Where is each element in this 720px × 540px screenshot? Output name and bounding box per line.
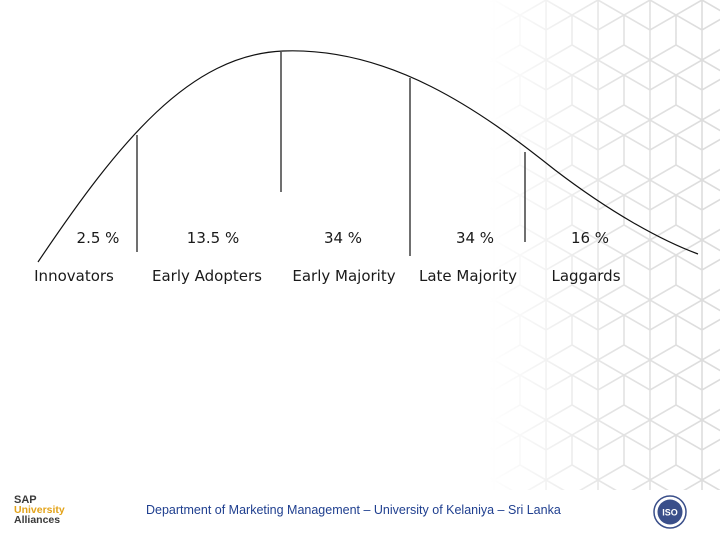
sap-logo-line1: SAP bbox=[14, 494, 37, 506]
label-late-majority: Late Majority bbox=[419, 267, 517, 285]
percent-early-adopters: 13.5 % bbox=[186, 229, 240, 247]
footer-department-text: Department of Marketing Management – Uni… bbox=[146, 503, 561, 517]
percent-innovators: 2.5 % bbox=[76, 229, 120, 247]
svg-text:ISO: ISO bbox=[662, 508, 678, 518]
iso-certification-seal-icon: ISO bbox=[653, 495, 687, 529]
sap-university-alliances-logo: SAP University Alliances bbox=[14, 495, 84, 527]
bell-curve bbox=[37, 50, 699, 263]
percent-early-majority: 34 % bbox=[323, 229, 363, 247]
percent-laggards: 16 % bbox=[570, 229, 610, 247]
sap-logo-line3: Alliances bbox=[14, 514, 61, 526]
sap-logo-line2: University bbox=[14, 504, 65, 516]
label-early-majority: Early Majority bbox=[292, 267, 396, 285]
label-laggards: Laggards bbox=[551, 267, 621, 285]
label-early-adopters: Early Adopters bbox=[152, 267, 262, 285]
label-innovators: Innovators bbox=[34, 267, 114, 285]
percent-late-majority: 34 % bbox=[455, 229, 495, 247]
